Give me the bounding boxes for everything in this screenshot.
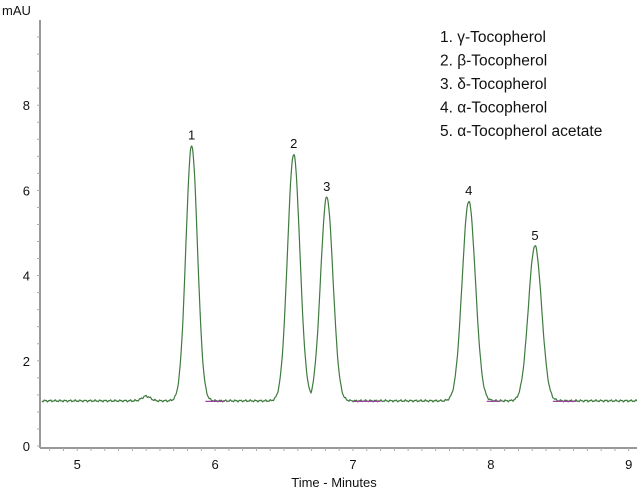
chromatogram-trace bbox=[41, 145, 637, 403]
x-tick-label: 5 bbox=[74, 457, 81, 472]
peak-label: 5 bbox=[531, 228, 538, 243]
x-tick-label: 7 bbox=[349, 457, 356, 472]
y-tick-label: 8 bbox=[23, 98, 30, 113]
trace-line bbox=[41, 145, 637, 403]
x-tick-label: 6 bbox=[211, 457, 218, 472]
legend-entry: 1. γ-Tocopherol bbox=[440, 29, 546, 46]
peak-labels: 1 2 3 4 5 bbox=[188, 128, 539, 243]
legend-entry: 2. β-Tocopherol bbox=[440, 53, 547, 70]
peak-label: 1 bbox=[188, 128, 195, 143]
legend-entry: 5. α-Tocopherol acetate bbox=[440, 123, 602, 140]
legend-entry: 3. δ-Tocopherol bbox=[440, 76, 547, 93]
peak-label: 3 bbox=[323, 179, 330, 194]
y-axis-label: mAU bbox=[2, 3, 31, 18]
y-tick-label: 2 bbox=[23, 354, 30, 369]
x-tick-label: 8 bbox=[487, 457, 494, 472]
axes: 0 2 4 6 8 5 6 7 8 9 bbox=[23, 20, 637, 472]
peak-label: 2 bbox=[290, 136, 297, 151]
y-tick-label: 6 bbox=[23, 183, 30, 198]
legend: 1. γ-Tocopherol 2. β-Tocopherol 3. δ-Tocop… bbox=[440, 29, 602, 140]
x-axis-label: Time - Minutes bbox=[291, 475, 377, 490]
y-tick-label: 4 bbox=[23, 269, 30, 284]
x-tick-label: 9 bbox=[625, 457, 632, 472]
peak-label: 4 bbox=[465, 183, 472, 198]
y-tick-label: 0 bbox=[23, 439, 30, 454]
legend-entry: 4. α-Tocopherol bbox=[440, 100, 547, 117]
